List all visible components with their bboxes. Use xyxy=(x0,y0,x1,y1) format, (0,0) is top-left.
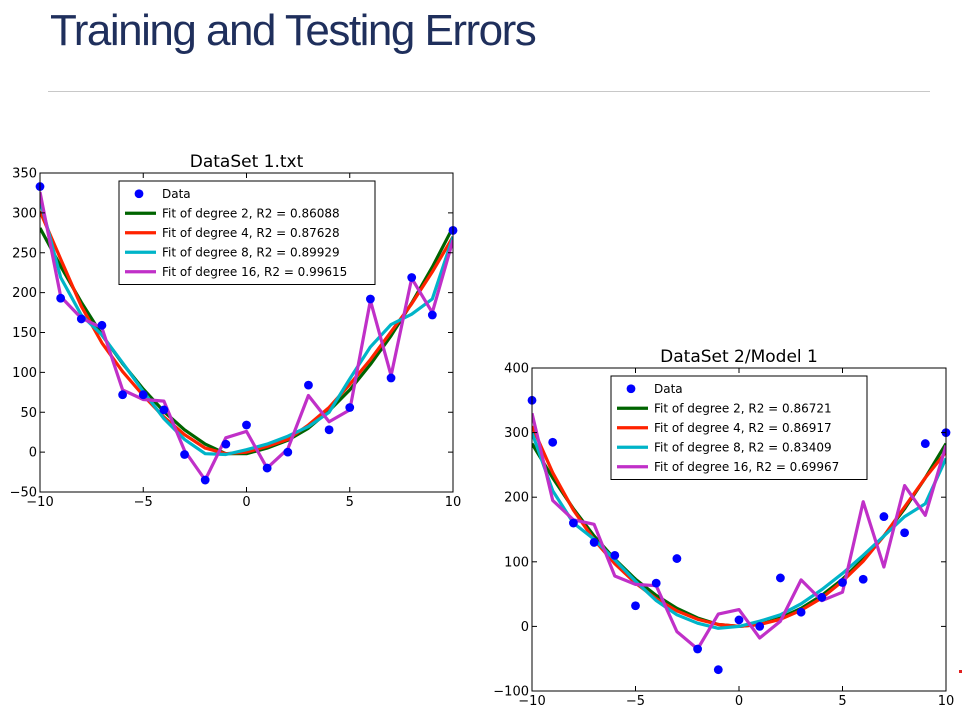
y-tick-label: −100 xyxy=(493,685,529,700)
x-tick-label: −5 xyxy=(134,495,153,510)
legend-box xyxy=(610,375,868,480)
y-tick-label: 50 xyxy=(20,406,37,421)
data-point xyxy=(569,518,578,528)
legend-label-1: Fit of degree 2, R2 = 0.86721 xyxy=(654,401,832,415)
x-tick-label: −5 xyxy=(626,694,645,709)
data-point xyxy=(118,390,127,400)
plot-area xyxy=(532,412,946,651)
data-point xyxy=(734,615,744,625)
y-tick-label: 250 xyxy=(12,246,37,261)
data-point xyxy=(838,578,847,587)
y-tick-label: 0 xyxy=(29,446,37,461)
data-point xyxy=(304,380,313,390)
data-point xyxy=(324,425,334,435)
data-point xyxy=(589,538,599,547)
data-point xyxy=(672,554,682,563)
data-point xyxy=(817,592,827,602)
y-tick-label: 100 xyxy=(12,366,37,381)
y-tick-label: 300 xyxy=(12,206,37,221)
data-point xyxy=(386,373,396,383)
x-tick-label: 10 xyxy=(445,495,462,510)
legend-label-1: Fit of degree 2, R2 = 0.86088 xyxy=(162,206,340,220)
data-point xyxy=(900,528,909,538)
legend-label-data: Data xyxy=(654,382,683,396)
y-tick-label: 150 xyxy=(12,326,37,341)
x-tick-label: −10 xyxy=(26,495,53,510)
data-point xyxy=(858,574,868,584)
y-tick-label: −50 xyxy=(10,486,37,501)
fit-line-4 xyxy=(532,412,946,651)
y-tick-label: 200 xyxy=(12,286,37,301)
legend-label-3: Fit of degree 8, R2 = 0.83409 xyxy=(654,440,832,454)
legend-label-4: Fit of degree 16, R2 = 0.69967 xyxy=(654,460,839,474)
data-point xyxy=(407,273,417,282)
x-tick-label: −10 xyxy=(518,694,545,709)
x-tick-label: 5 xyxy=(838,694,846,709)
data-point xyxy=(200,475,210,485)
data-point xyxy=(776,573,785,583)
data-point xyxy=(180,450,189,459)
legend-label-3: Fit of degree 8, R2 = 0.89929 xyxy=(162,245,340,259)
data-point xyxy=(427,310,437,320)
data-point xyxy=(159,405,169,415)
data-point xyxy=(262,463,272,473)
data-point xyxy=(610,550,620,560)
data-point xyxy=(56,293,66,303)
stray-mark xyxy=(959,670,962,673)
y-tick-label: 200 xyxy=(504,491,529,506)
legend-marker-data xyxy=(626,384,636,394)
chart-title: DataSet 1.txt xyxy=(190,152,304,172)
legend-label-data: Data xyxy=(162,187,191,201)
data-point xyxy=(548,437,558,447)
y-tick-label: 400 xyxy=(504,362,529,377)
y-tick-label: 350 xyxy=(12,167,37,182)
data-point xyxy=(920,439,930,448)
data-point xyxy=(97,320,107,330)
data-point xyxy=(651,578,661,588)
x-tick-label: 0 xyxy=(735,694,743,709)
data-point xyxy=(796,607,806,617)
data-point xyxy=(631,601,640,611)
legend: Data Fit of degree 2, R2 = 0.86721 Fit of … xyxy=(610,375,868,480)
chart-title: DataSet 2/Model 1 xyxy=(660,347,818,367)
y-tick-label: 0 xyxy=(521,620,529,635)
data-point xyxy=(366,294,375,304)
slide-title: Training and Testing Errors xyxy=(50,6,537,55)
plot-area xyxy=(40,191,453,482)
data-point xyxy=(221,439,231,449)
x-tick-label: 5 xyxy=(346,495,354,510)
fit-line-4 xyxy=(40,191,453,482)
x-tick-label: 0 xyxy=(242,495,250,510)
legend-label-2: Fit of degree 4, R2 = 0.86917 xyxy=(654,421,832,435)
y-tick-label: 100 xyxy=(504,555,529,570)
data-point xyxy=(138,390,148,400)
data-point xyxy=(76,314,86,324)
legend-label-4: Fit of degree 16, R2 = 0.99615 xyxy=(162,265,347,279)
title-divider xyxy=(48,91,930,92)
data-point xyxy=(242,420,251,430)
dataset1-chart: DataSet 1.txt−10 −5 0 5 10−50050100150200250… xyxy=(10,152,462,510)
x-tick-label: 10 xyxy=(938,694,955,709)
legend: Data Fit of degree 2, R2 = 0.86088 Fit of … xyxy=(118,180,376,285)
data-point xyxy=(693,644,702,654)
legend-label-2: Fit of degree 4, R2 = 0.87628 xyxy=(162,226,340,240)
data-point xyxy=(755,622,765,631)
data-point xyxy=(345,403,355,412)
legend-marker-data xyxy=(134,189,144,199)
data-point xyxy=(283,447,293,457)
data-point xyxy=(713,665,723,675)
data-point xyxy=(879,512,889,521)
dataset2-chart: DataSet 2/Model 1 −10 −5 0 5 10 −100 0 100 200 300… xyxy=(493,347,955,709)
legend-box xyxy=(118,180,376,285)
y-tick-label: 300 xyxy=(504,426,529,441)
